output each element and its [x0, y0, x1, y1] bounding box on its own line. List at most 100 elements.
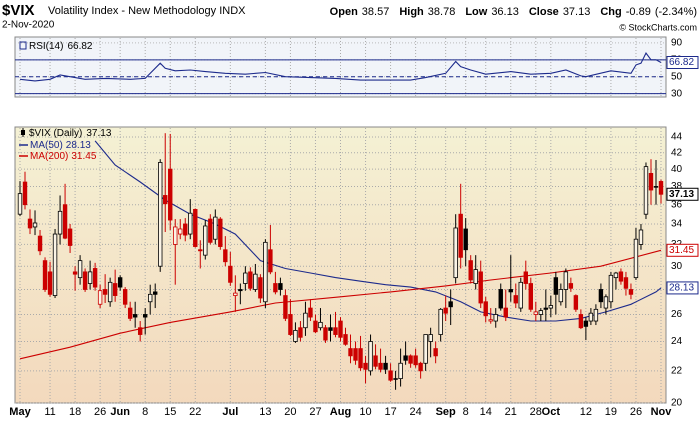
candle-body — [338, 320, 343, 338]
x-tick-label: 8 — [463, 406, 469, 418]
candle-body — [418, 362, 423, 372]
candle-body — [533, 311, 539, 315]
candle-body — [473, 269, 478, 284]
legend-name: MA(200) — [30, 151, 68, 162]
candle-body — [97, 290, 103, 305]
y-tick-label: 30 — [671, 88, 683, 99]
candle-body — [518, 281, 523, 309]
candle-body — [273, 283, 278, 293]
candle-body — [388, 370, 393, 381]
y-tick-label: 36 — [671, 199, 683, 210]
candle-body — [333, 327, 338, 335]
candle-body — [548, 305, 554, 309]
x-tick-label: 15 — [164, 406, 176, 418]
candle-body — [573, 295, 579, 310]
copyright: © StockCharts.com — [619, 22, 697, 32]
candle-body — [208, 218, 213, 243]
candle-body — [318, 321, 323, 329]
rsi-panel — [14, 36, 667, 98]
candle-body — [363, 362, 368, 370]
candle-body — [178, 228, 183, 235]
candle-body — [383, 362, 388, 370]
candle-body — [558, 289, 564, 303]
candle-body — [142, 314, 148, 318]
candle-body — [448, 301, 453, 308]
quote-label: Open — [330, 6, 358, 18]
candle-body — [583, 320, 589, 327]
candle-body — [37, 235, 43, 252]
quote-label: Low — [465, 6, 487, 18]
candle-body — [378, 362, 383, 370]
x-tick-label: 18 — [69, 406, 81, 418]
legend-icon — [19, 41, 27, 50]
instrument-name: Volatility Index - New Methodology INDX — [48, 5, 246, 17]
candle-body — [72, 271, 78, 275]
x-tick-label: 24 — [409, 406, 421, 418]
candle-body — [643, 166, 649, 215]
candle-body — [323, 327, 328, 341]
candle-body — [593, 308, 599, 322]
y-tick-label: 24 — [671, 336, 683, 347]
y-tick-label: 30 — [671, 261, 683, 272]
candle-body — [258, 277, 263, 299]
candle-body — [358, 348, 363, 369]
y-tick-label: 26 — [671, 309, 683, 320]
legend-entry: $VIX (Daily) 37.13 — [29, 128, 112, 139]
candle-body — [27, 218, 33, 229]
candle-body — [438, 308, 443, 335]
candle-body — [623, 277, 629, 289]
candle-body — [408, 355, 413, 364]
x-tick-label: Aug — [330, 406, 351, 418]
candle-body — [458, 213, 463, 258]
candle-body — [293, 330, 298, 342]
candle-body — [603, 296, 609, 309]
candle-body — [228, 265, 233, 283]
x-tick-label: Sep — [436, 406, 456, 418]
date: 2-Nov-2020 — [2, 20, 55, 31]
candle-body — [348, 348, 353, 357]
candle-body — [563, 271, 569, 290]
candle-body — [67, 228, 73, 246]
candle-body — [523, 271, 528, 284]
candle-body — [153, 291, 158, 295]
x-tick-label: Oct — [542, 406, 561, 418]
y-tick-label: 34 — [671, 219, 683, 230]
candle-body — [22, 181, 28, 206]
last-value: 28.13 — [669, 283, 694, 294]
quote: Open 38.57 High 38.78 Low 36.13 Close 37.13 Chg -… — [330, 6, 697, 18]
quote-change-pct: (-2.34%) — [655, 6, 697, 18]
x-tick-label: 26 — [94, 406, 106, 418]
candle-body — [107, 281, 113, 303]
candle-body — [413, 355, 418, 366]
legend-name: $VIX (Daily) — [29, 128, 82, 139]
value-box — [666, 281, 699, 295]
candle-body — [62, 204, 68, 239]
price-panel — [14, 126, 667, 404]
candle-body — [148, 293, 153, 303]
candle-body — [493, 314, 498, 322]
x-tick-label: 12 — [580, 406, 592, 418]
candle-body — [428, 334, 433, 342]
candle-body — [313, 320, 318, 333]
x-tick-label: 10 — [359, 406, 371, 418]
candle-body — [368, 341, 373, 372]
legend-name: MA(50) — [30, 140, 63, 151]
candle-body — [57, 210, 63, 235]
candle-body — [478, 271, 483, 304]
candle-body — [137, 327, 143, 335]
candle-body — [163, 195, 168, 205]
candle-body — [618, 271, 624, 282]
legend-entry: RSI(14) 66.82 — [29, 41, 93, 52]
candle-body — [648, 172, 654, 191]
y-tick-label: 40 — [671, 164, 683, 175]
candle-body — [253, 273, 258, 290]
candle-body — [268, 249, 273, 273]
candle-body — [288, 314, 293, 335]
x-tick-label: 20 — [284, 406, 296, 418]
candle-body — [203, 225, 208, 256]
y-tick-label: 20 — [671, 398, 683, 409]
value-box — [666, 243, 699, 257]
x-tick-label: 17 — [384, 406, 396, 418]
x-tick-label: 21 — [505, 406, 517, 418]
legend-entry: MA(200) 31.45 — [30, 151, 97, 162]
